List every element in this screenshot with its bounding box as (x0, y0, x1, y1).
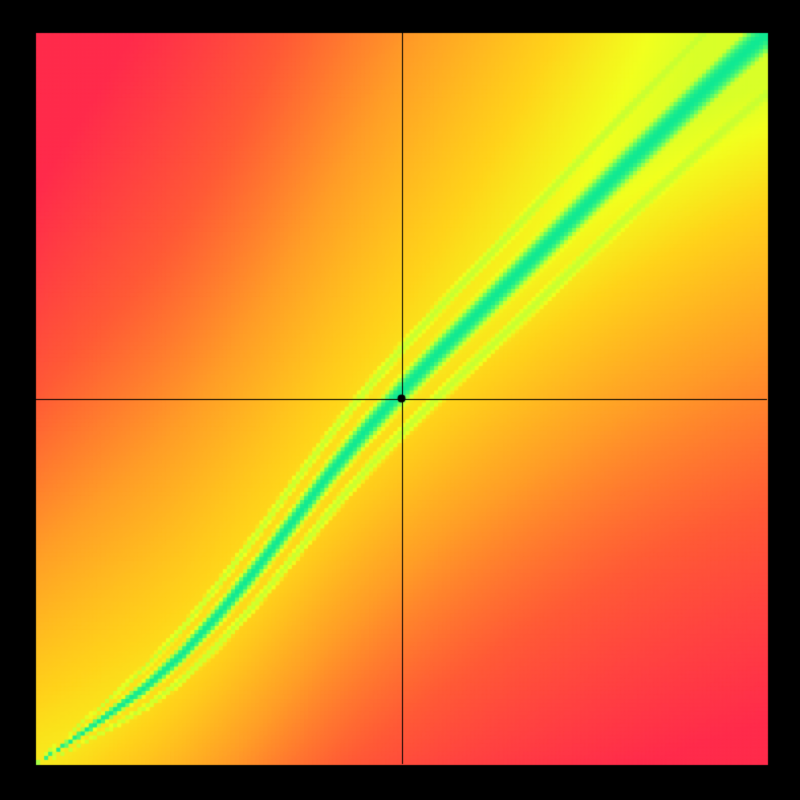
bottleneck-heatmap (0, 0, 800, 800)
chart-container: TheBottleneck.com (0, 0, 800, 800)
